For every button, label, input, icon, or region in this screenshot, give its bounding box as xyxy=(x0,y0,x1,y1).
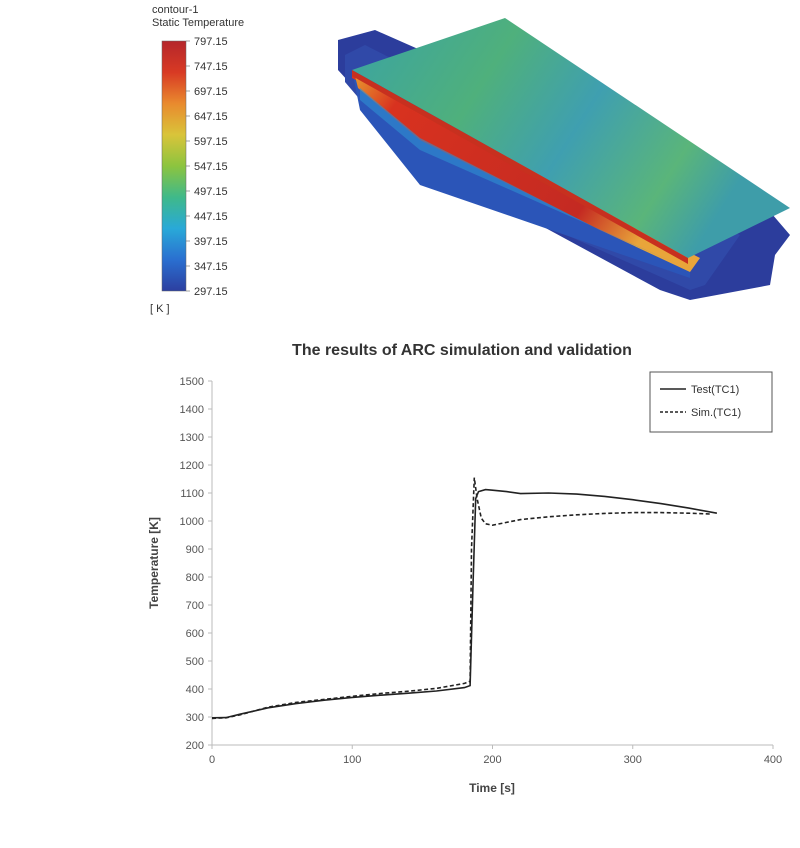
colorbar-tick-label: 397.15 xyxy=(194,236,228,248)
colorbar xyxy=(161,40,187,292)
y-tick-label: 1500 xyxy=(180,376,204,388)
x-tick-label: 300 xyxy=(624,754,642,766)
x-axis-label: Time [s] xyxy=(469,781,515,795)
colorbar-tick-label: 497.15 xyxy=(194,186,228,198)
y-tick-label: 1100 xyxy=(180,488,204,500)
legend-label-sim: Sim.(TC1) xyxy=(691,407,741,419)
y-tick-label: 300 xyxy=(186,712,204,724)
y-tick-label: 800 xyxy=(186,572,204,584)
chart-panel: The results of ARC simulation and valida… xyxy=(147,342,782,795)
colorbar-tick-label: 347.15 xyxy=(194,261,228,273)
colorbar-tick-label: 547.15 xyxy=(194,161,228,173)
y-tick-label: 200 xyxy=(186,740,204,752)
x-tick-label: 100 xyxy=(343,754,361,766)
y-tick-label: 1400 xyxy=(180,404,204,416)
x-ticks: 0 100 200 300 400 xyxy=(209,745,782,766)
colorbar-tick-label: 747.15 xyxy=(194,61,228,73)
colorbar-ticks: 797.15 747.15 697.15 647.15 597.15 547.15 497.… xyxy=(186,36,228,298)
series-line-test xyxy=(211,488,718,719)
y-tick-label: 1300 xyxy=(180,432,204,444)
legend-label-test: Test(TC1) xyxy=(691,384,739,396)
contour-name: contour-1 xyxy=(152,4,198,16)
contour-panel: contour-1 Static Temperature 797.15 747.1… xyxy=(150,4,790,315)
colorbar-tick-label: 647.15 xyxy=(194,111,228,123)
y-tick-label: 1200 xyxy=(180,460,204,472)
colorbar-unit: [ K ] xyxy=(150,303,170,315)
colorbar-tick-label: 447.15 xyxy=(194,211,228,223)
battery-top-face xyxy=(352,18,790,258)
legend: Test(TC1) Sim.(TC1) xyxy=(649,371,773,433)
x-tick-label: 200 xyxy=(483,754,501,766)
y-tick-label: 900 xyxy=(186,544,204,556)
legend-box xyxy=(649,371,773,433)
y-axis-label: Temperature [K] xyxy=(147,517,161,609)
contour-variable: Static Temperature xyxy=(152,17,244,29)
colorbar-tick-label: 297.15 xyxy=(194,286,228,298)
colorbar-tick-label: 797.15 xyxy=(194,36,228,48)
battery-pack-render xyxy=(338,18,790,300)
series-line-sim xyxy=(211,477,710,720)
y-tick-label: 1000 xyxy=(180,516,204,528)
chart-title: The results of ARC simulation and valida… xyxy=(292,342,632,359)
y-ticks: 200 300 400 500 600 700 800 900 1000 1100 1200 1300… xyxy=(180,376,212,752)
y-tick-label: 500 xyxy=(186,656,204,668)
colorbar-tick-label: 697.15 xyxy=(194,86,228,98)
y-tick-label: 700 xyxy=(186,600,204,612)
y-tick-label: 400 xyxy=(186,684,204,696)
x-tick-label: 0 xyxy=(209,754,215,766)
series-layer xyxy=(211,477,718,720)
x-tick-label: 400 xyxy=(764,754,782,766)
colorbar-tick-label: 597.15 xyxy=(194,136,228,148)
y-tick-label: 600 xyxy=(186,628,204,640)
